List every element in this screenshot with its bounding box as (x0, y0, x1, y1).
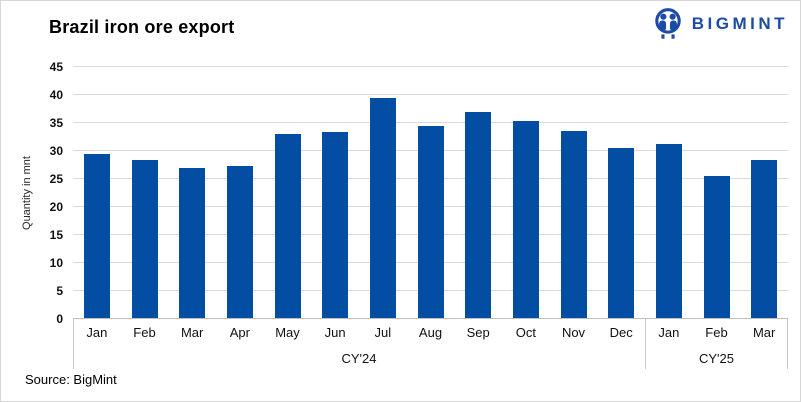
y-tick-label-15: 15 (49, 228, 63, 242)
y-tick-label-20: 20 (49, 200, 63, 214)
bar-CY'24-Jan (83, 153, 110, 318)
y-tick-label-0: 0 (56, 312, 63, 326)
x-tick-label-CY'24-Nov: Nov (561, 325, 586, 340)
group-divider-2 (787, 319, 788, 369)
y-tick-label-40: 40 (49, 88, 63, 102)
x-tick-label-CY'24-Apr: Apr (229, 325, 250, 340)
plot-area: 0 5 10 15 20 25 30 35 40 45 Jan Feb Mar Apr May Jun Jul A… (50, 60, 788, 369)
x-tick-label-CY'24-Dec: Dec (609, 325, 633, 340)
bar-CY'24-Aug (417, 125, 444, 318)
bar-CY'24-Jul (369, 97, 396, 318)
x-tick-label-CY'24-Aug: Aug (418, 325, 443, 340)
brand-name: BIGMINT (691, 14, 788, 33)
bar-CY'24-Jun (322, 132, 349, 318)
y-tick-label-45: 45 (49, 60, 63, 74)
bar-CY'24-Feb (131, 159, 158, 318)
group-label-CY'24: CY'24 (341, 351, 377, 366)
gridline-45 (73, 66, 788, 68)
y-tick-label-10: 10 (49, 256, 63, 270)
x-tick-label-CY'24-Oct: Oct (515, 325, 536, 340)
x-tick-label-CY'25-Feb: Feb (705, 325, 728, 340)
group-label-CY'25: CY'25 (698, 351, 734, 366)
bar-CY'24-May (274, 134, 301, 318)
x-tick-label-CY'24-Mar: Mar (180, 325, 204, 340)
x-tick-label-CY'24-Jan: Jan (86, 325, 108, 340)
bar-CY'24-Dec (608, 147, 635, 318)
y-tick-label-25: 25 (49, 172, 63, 186)
bar-CY'25-Feb (703, 175, 730, 318)
bar-CY'24-Apr (226, 165, 253, 318)
group-divider-1 (645, 319, 646, 369)
x-tick-label-CY'24-May: May (275, 325, 300, 340)
y-tick-label-5: 5 (56, 284, 63, 298)
bar-CY'24-Oct (512, 121, 539, 318)
source-note: Source: BigMint (25, 372, 117, 387)
x-tick-label-CY'24-Sep: Sep (466, 325, 490, 340)
y-tick-label-30: 30 (49, 144, 63, 158)
bar-CY'24-Sep (465, 111, 492, 318)
y-tick-label-35: 35 (49, 116, 63, 130)
page-title: Brazil iron ore export (49, 17, 235, 37)
gridline-40 (73, 94, 788, 95)
bar-CY'24-Mar (179, 168, 206, 318)
x-tick-label-CY'25-Jan: Jan (658, 325, 680, 340)
x-tick-label-CY'25-Mar: Mar (752, 325, 776, 340)
x-tick-label-CY'24-Jul: Jul (374, 325, 392, 340)
bar-CY'25-Mar (751, 159, 778, 318)
x-tick-label-CY'24-Jun: Jun (324, 325, 346, 340)
bar-CY'25-Jan (655, 144, 682, 318)
x-tick-label-CY'24-Feb: Feb (133, 325, 156, 340)
brand-logo: BIGMINT (651, 7, 788, 41)
group-divider-0 (73, 319, 74, 369)
bar-CY'24-Nov (560, 130, 587, 318)
bigmint-icon (651, 7, 685, 41)
y-axis-title: Quantity in mnt (21, 156, 33, 230)
gridline-35 (73, 122, 788, 123)
